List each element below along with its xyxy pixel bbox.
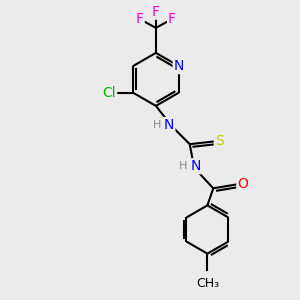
Text: F: F — [168, 12, 176, 26]
Text: S: S — [215, 134, 224, 148]
Text: F: F — [152, 5, 160, 19]
Text: O: O — [237, 177, 248, 191]
Text: N: N — [174, 59, 184, 73]
Text: N: N — [190, 159, 201, 173]
Text: H: H — [153, 120, 161, 130]
Text: N: N — [164, 118, 174, 132]
Text: H: H — [179, 161, 187, 171]
Text: Cl: Cl — [103, 85, 116, 100]
Text: CH₃: CH₃ — [196, 277, 219, 290]
Text: F: F — [136, 12, 144, 26]
